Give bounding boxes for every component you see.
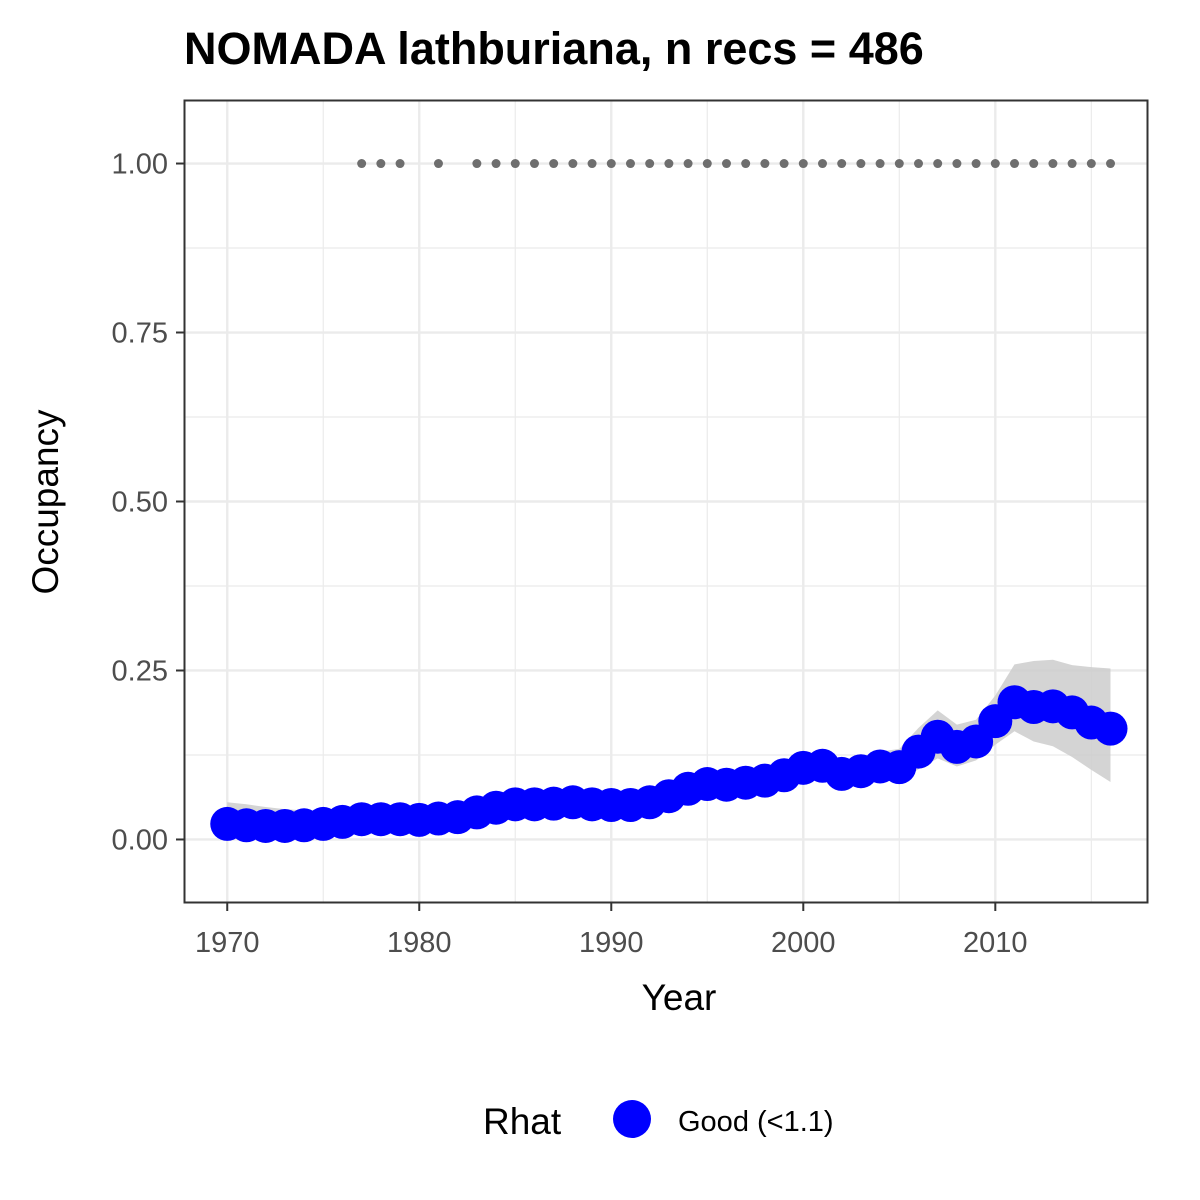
chart-title: NOMADA lathburiana, n recs = 486: [184, 23, 924, 74]
record-dot: [606, 159, 616, 169]
record-dot: [837, 159, 847, 169]
y-axis-title: Occupancy: [25, 409, 66, 595]
record-dot: [741, 159, 751, 169]
record-dot: [395, 159, 405, 169]
axes: 1970 1980 1990 2000 2010 0.00 0.25 0.50 0.75 1.00: [112, 149, 1028, 959]
record-dot: [702, 159, 712, 169]
record-dot: [1086, 159, 1096, 169]
record-dot: [1029, 159, 1039, 169]
y-tick-label: 0.75: [112, 318, 168, 350]
legend-label-good: Good (<1.1): [678, 1106, 834, 1138]
record-dot: [1010, 159, 1020, 169]
record-dot: [933, 159, 943, 169]
record-dot: [914, 159, 924, 169]
legend-title: Rhat: [483, 1101, 562, 1142]
y-tick-label: 0.00: [112, 824, 168, 856]
record-dot: [587, 159, 597, 169]
x-tick-label: 2010: [963, 927, 1028, 959]
x-tick-label: 1990: [579, 927, 644, 959]
record-dot: [357, 159, 367, 169]
x-tick-label: 2000: [771, 927, 836, 959]
record-dot: [817, 159, 827, 169]
y-tick-label: 1.00: [112, 149, 168, 181]
x-tick-label: 1970: [195, 927, 260, 959]
legend-key-good: [613, 1100, 651, 1138]
record-years-dots: [357, 159, 1116, 169]
record-dot: [510, 159, 520, 169]
record-dot: [625, 159, 635, 169]
x-axis-title: Year: [642, 977, 717, 1018]
record-dot: [433, 159, 443, 169]
record-dot: [491, 159, 501, 169]
record-dot: [1067, 159, 1077, 169]
record-dot: [664, 159, 674, 169]
occupancy-points: [210, 685, 1128, 843]
record-dot: [856, 159, 866, 169]
record-dot: [952, 159, 962, 169]
occupancy-point: [1093, 711, 1128, 746]
record-dot: [376, 159, 386, 169]
record-dot: [798, 159, 808, 169]
record-dot: [529, 159, 539, 169]
y-tick-label: 0.25: [112, 655, 168, 687]
record-dot: [990, 159, 1000, 169]
y-tick-label: 0.50: [112, 487, 168, 519]
record-dot: [779, 159, 789, 169]
record-dot: [875, 159, 885, 169]
record-dot: [683, 159, 693, 169]
record-dot: [568, 159, 578, 169]
record-dot: [1048, 159, 1058, 169]
x-tick-label: 1980: [387, 927, 452, 959]
record-dot: [894, 159, 904, 169]
legend: Rhat Good (<1.1): [483, 1100, 834, 1142]
record-dot: [472, 159, 482, 169]
record-dot: [971, 159, 981, 169]
record-dot: [1106, 159, 1116, 169]
record-dot: [721, 159, 731, 169]
record-dot: [645, 159, 655, 169]
record-dot: [760, 159, 770, 169]
record-dot: [549, 159, 559, 169]
